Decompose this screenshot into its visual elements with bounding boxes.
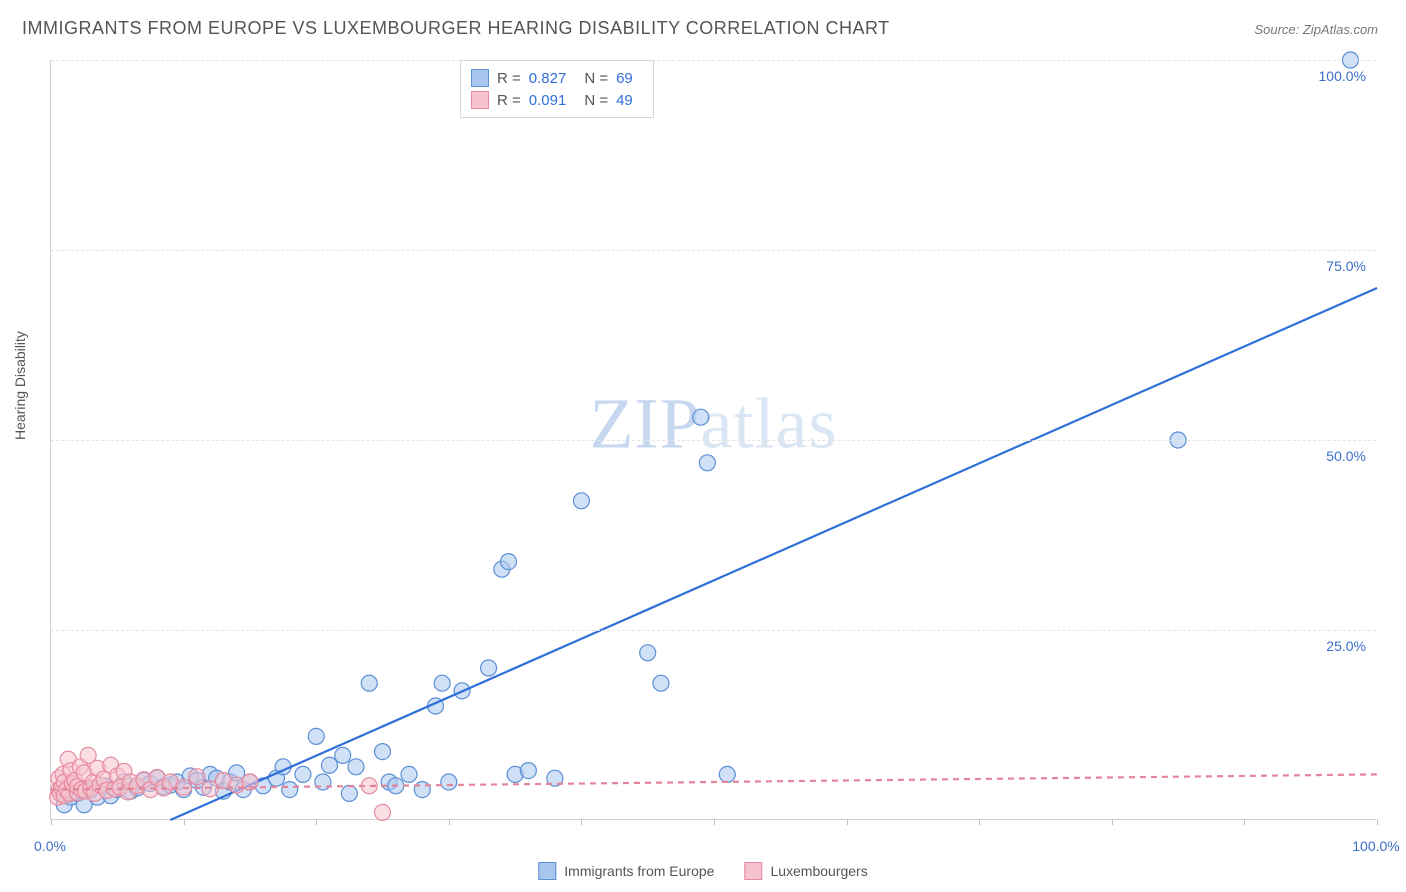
gridline	[51, 60, 1376, 61]
data-point	[640, 645, 656, 661]
data-point	[189, 769, 205, 785]
x-tick	[1377, 819, 1378, 825]
n-label: N =	[584, 92, 608, 109]
legend-stats: R = 0.827 N = 69 R = 0.091 N = 49	[460, 60, 654, 118]
gridline	[51, 250, 1376, 251]
legend-stat-row: R = 0.827 N = 69	[471, 67, 643, 89]
data-point	[401, 766, 417, 782]
data-point	[321, 757, 337, 773]
data-point	[653, 675, 669, 691]
legend-series: Immigrants from Europe Luxembourgers	[538, 862, 867, 880]
legend-swatch	[471, 69, 489, 87]
x-tick	[316, 819, 317, 825]
y-axis-title: Hearing Disability	[12, 331, 28, 440]
data-point	[295, 766, 311, 782]
x-tick	[184, 819, 185, 825]
r-label: R =	[497, 70, 521, 87]
legend-item: Luxembourgers	[744, 862, 867, 880]
y-tick-label: 50.0%	[1326, 448, 1366, 464]
data-point	[375, 804, 391, 820]
data-point	[414, 782, 430, 798]
x-tick	[581, 819, 582, 825]
plot-area: ZIPatlas 25.0%50.0%75.0%100.0%	[50, 60, 1376, 820]
x-tick	[714, 819, 715, 825]
data-point	[500, 554, 516, 570]
gridline	[51, 630, 1376, 631]
legend-label: Immigrants from Europe	[564, 863, 714, 879]
y-tick-label: 75.0%	[1326, 258, 1366, 274]
data-point	[520, 763, 536, 779]
data-point	[441, 774, 457, 790]
legend-swatch	[744, 862, 762, 880]
legend-label: Luxembourgers	[770, 863, 867, 879]
n-value: 69	[616, 70, 633, 87]
x-tick	[1244, 819, 1245, 825]
data-point	[348, 759, 364, 775]
data-point	[361, 675, 377, 691]
data-point	[573, 493, 589, 509]
n-value: 49	[616, 92, 633, 109]
y-tick-label: 25.0%	[1326, 638, 1366, 654]
data-point	[335, 747, 351, 763]
x-tick	[847, 819, 848, 825]
data-point	[699, 455, 715, 471]
data-point	[693, 409, 709, 425]
trendline	[170, 288, 1377, 820]
data-point	[282, 782, 298, 798]
chart-title: IMMIGRANTS FROM EUROPE VS LUXEMBOURGER H…	[22, 18, 890, 39]
r-label: R =	[497, 92, 521, 109]
x-tick	[1112, 819, 1113, 825]
x-tick	[449, 819, 450, 825]
n-label: N =	[584, 70, 608, 87]
data-point	[341, 785, 357, 801]
data-point	[434, 675, 450, 691]
data-point	[308, 728, 324, 744]
data-point	[375, 744, 391, 760]
legend-stat-row: R = 0.091 N = 49	[471, 89, 643, 111]
x-tick-label: 0.0%	[34, 838, 66, 854]
legend-item: Immigrants from Europe	[538, 862, 714, 880]
x-tick	[979, 819, 980, 825]
gridline	[51, 440, 1376, 441]
x-tick	[51, 819, 52, 825]
source-credit: Source: ZipAtlas.com	[1254, 22, 1378, 37]
data-point	[481, 660, 497, 676]
legend-swatch	[538, 862, 556, 880]
legend-swatch	[471, 91, 489, 109]
r-value: 0.091	[529, 92, 567, 109]
r-value: 0.827	[529, 70, 567, 87]
y-tick-label: 100.0%	[1319, 68, 1366, 84]
x-tick-label: 100.0%	[1352, 838, 1399, 854]
data-point	[719, 766, 735, 782]
